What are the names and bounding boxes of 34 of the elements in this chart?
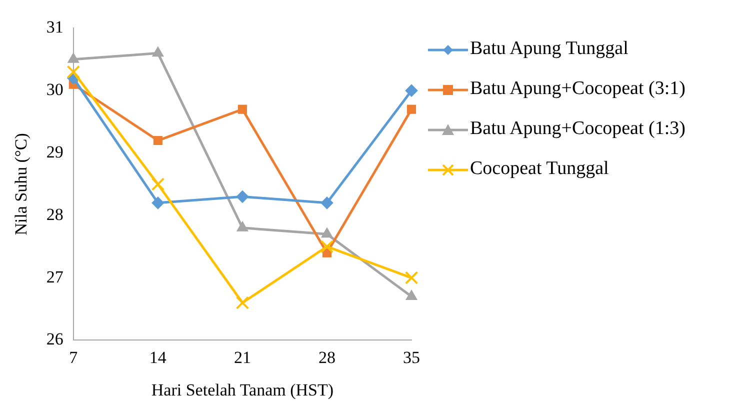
y-tick-label: 30: [46, 80, 64, 100]
point: [152, 196, 164, 209]
x-tick-label: 35: [403, 348, 420, 367]
y-tick-label: 27: [46, 267, 64, 286]
point: [153, 136, 162, 146]
point: [406, 104, 416, 114]
point: [236, 296, 250, 310]
y-tick-label: 31: [46, 18, 64, 37]
point: [66, 65, 80, 79]
point: [152, 47, 164, 57]
x-tick-label: 21: [234, 348, 251, 367]
y-tick-label: 28: [46, 204, 64, 224]
point: [320, 240, 334, 254]
x-axis-title: Hari Setelah Tanam (HST): [151, 380, 334, 400]
point: [406, 84, 418, 97]
point: [404, 271, 418, 284]
y-axis-title: Nila Suhu (°C): [12, 133, 31, 236]
point: [238, 104, 247, 114]
legend-label: Batu Apung+Cocopeat (3:1): [470, 78, 686, 100]
y-tick-label: 29: [46, 142, 64, 162]
point: [151, 178, 165, 191]
legend-label: Batu Apung Tunggal: [470, 38, 628, 60]
point: [322, 228, 332, 238]
point: [236, 190, 248, 203]
point: [320, 196, 333, 209]
y-tick-label: 26: [46, 330, 64, 349]
x-tick-label: 7: [69, 348, 78, 367]
point: [68, 53, 79, 63]
x-tick-label: 14: [149, 348, 167, 367]
legend-label: Cocopeat Tunggal: [470, 158, 609, 180]
x-tick-label: 28: [318, 348, 336, 367]
point: [406, 290, 417, 300]
legend-label: Batu Apung+Cocopeat (1:3): [470, 118, 686, 140]
point: [237, 222, 248, 232]
